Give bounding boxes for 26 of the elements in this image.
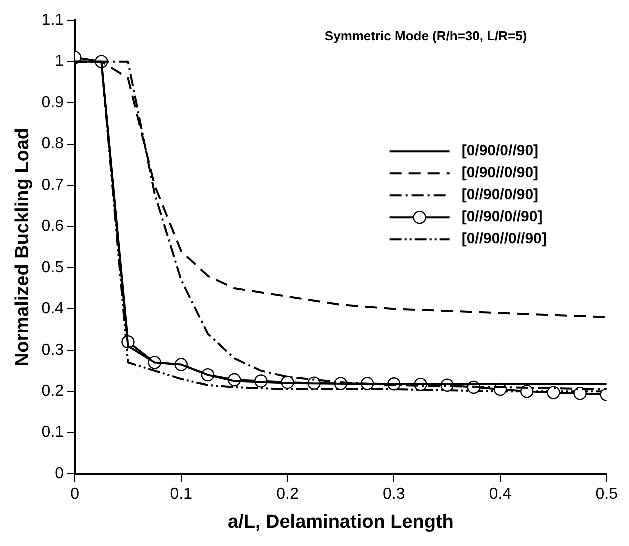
x-tick-label: 0.1 bbox=[170, 486, 193, 504]
x-tick-label: 0.4 bbox=[489, 486, 512, 504]
y-tick-label: 0.5 bbox=[42, 259, 64, 276]
y-axis-title: Normalized Buckling Load bbox=[12, 128, 34, 367]
y-tick-label: 0.3 bbox=[42, 342, 64, 359]
x-tick-label: 0.5 bbox=[596, 486, 618, 504]
y-tick-label: 0.4 bbox=[42, 300, 64, 318]
legend-label: [0//90//0//90] bbox=[462, 230, 547, 248]
x-tick-label: 0 bbox=[70, 486, 80, 504]
y-tick-label: 0.6 bbox=[42, 218, 64, 236]
y-tick-label: 0.1 bbox=[42, 424, 64, 442]
y-tick-label: 0.7 bbox=[42, 176, 64, 194]
y-tick-label: 0.2 bbox=[42, 382, 64, 400]
text: Symmetric Mode (R/h=30, L/R=5) bbox=[324, 28, 528, 44]
legend-label: [0//90/0/90] bbox=[462, 186, 539, 204]
legend-label: [0//90/0//90] bbox=[462, 208, 543, 226]
legend-label: [0/90//0/90] bbox=[462, 164, 539, 182]
x-tick-label: 0.3 bbox=[383, 486, 406, 504]
x-tick-label: 0.2 bbox=[276, 486, 299, 504]
y-tick-label: 0 bbox=[55, 465, 64, 482]
y-tick-label: 0.9 bbox=[42, 94, 64, 112]
y-tick-label: 1.1 bbox=[42, 12, 64, 30]
y-tick-label: 0.8 bbox=[42, 136, 64, 153]
y-tick-label: 1 bbox=[55, 53, 64, 70]
x-axis-title: a/L, Delamination Length bbox=[228, 512, 454, 533]
legend-label: [0/90/0//90] bbox=[462, 142, 539, 160]
